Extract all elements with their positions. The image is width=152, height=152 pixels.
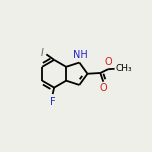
Text: O: O — [105, 57, 112, 67]
Text: CH₃: CH₃ — [116, 64, 132, 73]
Text: F: F — [50, 97, 55, 107]
Text: I: I — [40, 48, 43, 58]
Text: NH: NH — [73, 50, 87, 60]
Text: O: O — [100, 83, 107, 93]
